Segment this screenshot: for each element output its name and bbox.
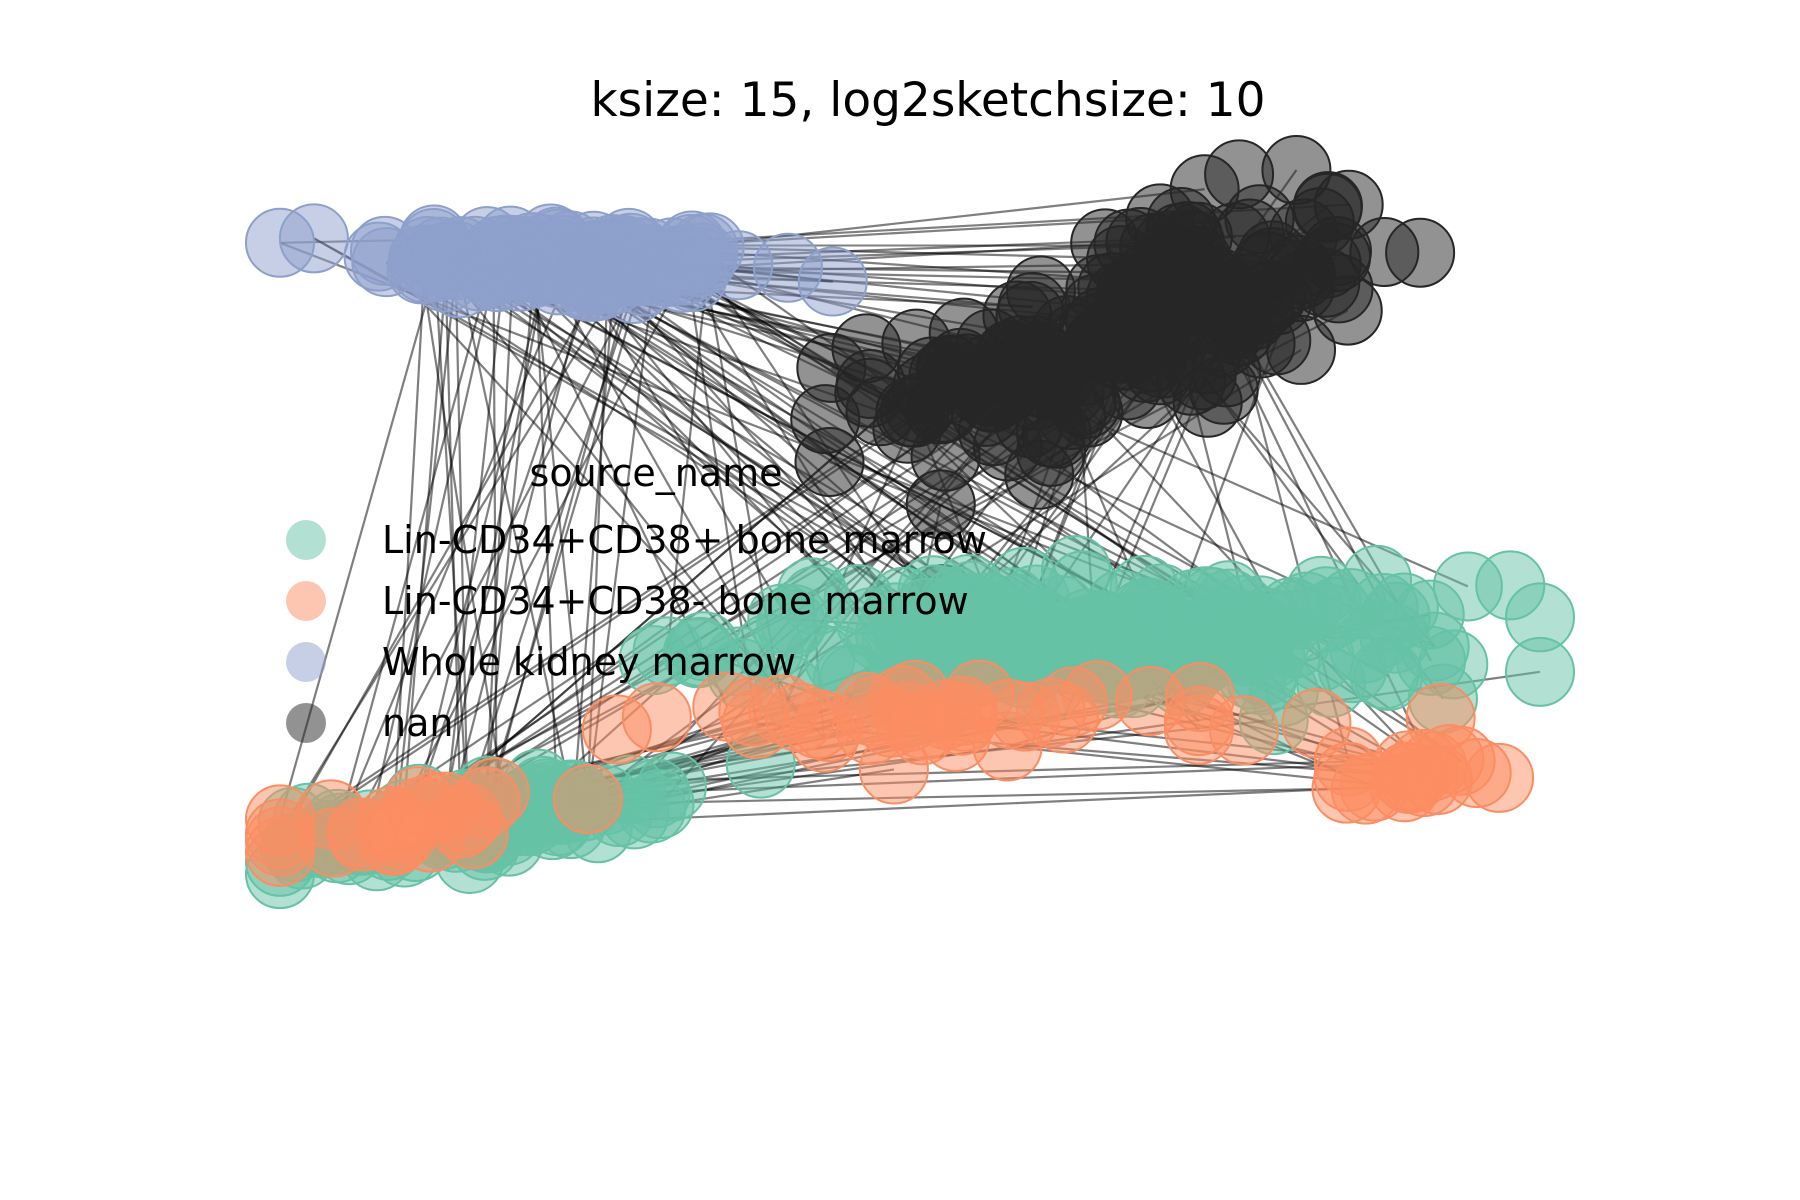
graph-node — [929, 593, 1000, 664]
graph-node — [972, 711, 1043, 782]
graph-node — [1505, 636, 1575, 707]
graph-node — [621, 682, 692, 753]
graph-node — [245, 207, 315, 278]
graph-edge — [479, 251, 640, 837]
graph-edge — [400, 277, 447, 834]
legend-marker — [286, 642, 326, 682]
graph-node — [1125, 183, 1196, 254]
graph-edge — [392, 268, 426, 826]
graph-node — [1475, 550, 1546, 621]
legend-label: Lin-CD34+CD38- bone marrow — [382, 579, 969, 623]
graph-node — [1209, 695, 1280, 766]
legend-title: source_name — [530, 451, 783, 495]
graph-node — [1077, 252, 1148, 323]
graph-edge — [534, 266, 560, 822]
graph-node — [752, 232, 823, 303]
graph-node — [1312, 275, 1383, 346]
legend-marker — [286, 520, 326, 560]
graph-edge — [492, 257, 498, 810]
graph-node — [395, 802, 466, 873]
graph-edge — [333, 272, 491, 843]
graph-node — [1414, 724, 1485, 795]
graph-node — [692, 671, 763, 742]
graph-node — [861, 582, 932, 653]
graph-node — [1113, 577, 1184, 648]
graph-node — [552, 763, 623, 834]
chart-title: ksize: 15, log2sketchsize: 10 — [590, 73, 1265, 128]
graph-node — [905, 469, 976, 540]
graph-nodes — [245, 135, 1575, 910]
graph-node — [668, 213, 739, 284]
graph-edge — [365, 269, 497, 841]
legend-label: nan — [382, 701, 453, 745]
legend-label: Lin-CD34+CD38+ bone marrow — [382, 518, 987, 562]
legend-marker — [286, 581, 326, 621]
graph-node — [387, 224, 458, 295]
graph-node — [879, 660, 950, 731]
legend-entries: Lin-CD34+CD38+ bone marrow Lin-CD34+CD38-… — [286, 518, 987, 745]
graph-node — [790, 384, 861, 455]
graph-node — [1191, 337, 1262, 408]
graph-node — [578, 214, 649, 285]
graph-edge — [279, 251, 640, 835]
graph-edge — [432, 242, 470, 822]
graph-node — [1037, 666, 1108, 737]
legend-marker — [286, 703, 326, 743]
graph-node — [1007, 325, 1078, 396]
graph-edge — [484, 272, 536, 803]
graph-node — [328, 801, 399, 872]
graph-node — [1349, 217, 1420, 288]
graph-node — [1237, 220, 1308, 291]
graph-node — [875, 377, 946, 448]
graph-edge — [417, 261, 549, 802]
graph-node — [1004, 439, 1075, 510]
graph-node — [858, 734, 929, 805]
legend: source_name Lin-CD34+CD38+ bone marrowLi… — [286, 451, 987, 745]
graph-node — [1206, 589, 1277, 660]
graph-edge — [446, 264, 592, 824]
graph-node — [764, 682, 835, 753]
graph-edge — [573, 265, 617, 795]
graph-edge — [441, 249, 508, 836]
graph-node — [245, 806, 315, 877]
graph-edge — [420, 269, 510, 831]
graph-node — [1311, 753, 1382, 824]
graph-node — [1047, 550, 1118, 621]
graph-node — [932, 333, 1003, 404]
graph-node — [1399, 611, 1470, 682]
graph-edge — [347, 270, 645, 837]
legend-label: Whole kidney marrow — [382, 640, 796, 684]
graph-edge — [478, 258, 649, 827]
